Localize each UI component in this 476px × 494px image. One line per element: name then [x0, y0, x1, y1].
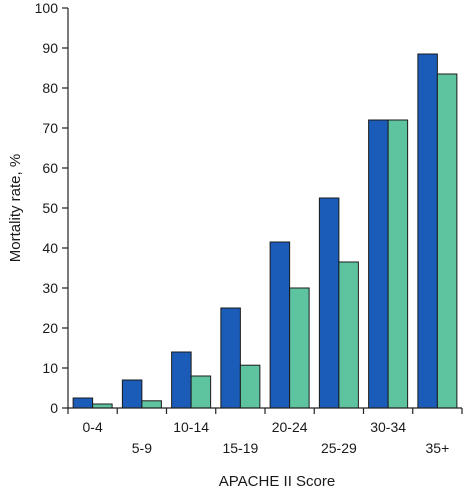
y-tick-label: 10 [42, 360, 58, 376]
x-tick-label: 35+ [426, 440, 450, 456]
bar-series2-35+ [436, 73, 458, 409]
bar-series1-5-9 [121, 379, 143, 409]
x-tick-label: 30-34 [370, 419, 406, 435]
x-tick-label: 0-4 [83, 419, 103, 435]
bar-series1-0-4 [72, 397, 94, 409]
y-tick-label: 60 [42, 160, 58, 176]
x-tick-label: 20-24 [272, 419, 308, 435]
bar-series2-20-24 [289, 287, 310, 409]
x-tick-label: 15-19 [222, 440, 258, 456]
bar-series1-20-24 [269, 241, 291, 409]
y-tick-label: 0 [50, 400, 58, 416]
bar-series1-15-19 [220, 307, 241, 409]
bar-series1-30-34 [368, 119, 389, 409]
bar-series1-25-29 [318, 197, 340, 409]
y-tick-label: 20 [42, 320, 58, 336]
x-tick-label: 10-14 [173, 419, 209, 435]
y-tick-label: 30 [42, 280, 58, 296]
bar-series2-10-14 [190, 375, 212, 409]
y-axis-ticks: 0 10 20 30 40 50 60 70 80 90 100 [35, 0, 68, 416]
bar-series [72, 53, 458, 409]
bar-series2-30-34 [387, 119, 409, 409]
y-tick-label: 90 [42, 40, 58, 56]
x-axis-title: APACHE II Score [219, 473, 335, 490]
y-tick-label: 100 [35, 0, 59, 16]
y-tick-label: 50 [42, 200, 58, 216]
x-tick-label: 5-9 [132, 440, 152, 456]
y-tick-label: 80 [42, 80, 58, 96]
y-axis-title: Mortality rate, % [7, 154, 24, 262]
y-tick-label: 40 [42, 240, 58, 256]
bar-series2-5-9 [141, 400, 162, 409]
bar-series1-35+ [417, 53, 438, 409]
x-axis-ticks: 0-4 5-9 10-14 15-19 20-24 25-29 30-34 35+ [67, 408, 463, 456]
bar-series2-25-29 [338, 261, 359, 409]
bar-series1-10-14 [171, 351, 192, 409]
bar-series2-15-19 [239, 364, 261, 409]
x-tick-label: 25-29 [321, 440, 357, 456]
y-tick-label: 70 [42, 120, 58, 136]
